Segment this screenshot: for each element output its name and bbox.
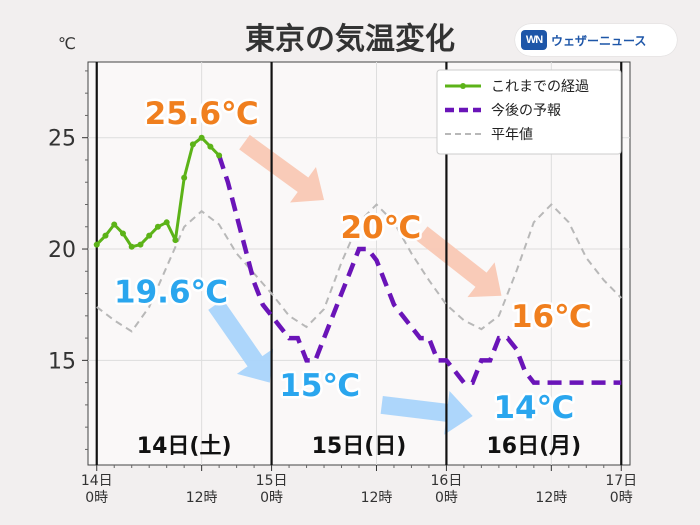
- forecast-line: [216, 154, 622, 385]
- trend-arrow: [208, 299, 274, 383]
- weathernews-logo: WN ウェザーニュース: [515, 24, 677, 56]
- observed-point: [128, 243, 135, 250]
- observed-point: [216, 152, 223, 159]
- y-tick-label: 15: [48, 349, 76, 374]
- legend-label: 今後の予報: [491, 103, 561, 119]
- trend-arrow: [239, 134, 325, 203]
- x-tick-label: 0時: [435, 490, 458, 506]
- x-tick-label: 15日: [256, 473, 288, 489]
- observed-point: [102, 232, 109, 239]
- x-tick-label: 16日: [431, 473, 463, 489]
- x-tick-label: 12時: [361, 490, 393, 506]
- normal-temperature-line: [96, 203, 623, 333]
- day-label: 14日(土): [137, 434, 232, 459]
- chart-title: 東京の気温変化: [245, 22, 455, 57]
- observed-point: [146, 232, 153, 239]
- y-unit-label: ℃: [58, 34, 76, 53]
- observed-point: [172, 237, 179, 244]
- day-label: 16日(月): [486, 434, 581, 459]
- temperature-annotation: 14℃: [493, 390, 574, 426]
- observed-point: [207, 143, 214, 150]
- x-tick-label: 0時: [85, 490, 108, 506]
- legend-box: [436, 69, 622, 155]
- x-tick-label: 12時: [186, 490, 218, 506]
- temperature-annotations: 25.6℃ 19.6℃ 20℃ 15℃ 16℃ 14℃: [112, 94, 595, 429]
- logo-text: ウェザーニュース: [551, 33, 647, 48]
- x-tick-label: 12時: [535, 490, 567, 506]
- temperature-annotation: 15℃: [279, 368, 360, 404]
- x-tick-label: 14日: [81, 473, 113, 489]
- observed-point: [154, 223, 161, 230]
- temperature-annotation: 20℃: [341, 210, 422, 246]
- day-label: 15日(日): [312, 434, 407, 459]
- observed-point: [137, 241, 144, 248]
- observed-point: [93, 241, 100, 248]
- temperature-annotation: 16℃: [511, 299, 592, 335]
- trend-arrow: [416, 226, 502, 298]
- logo-mark-icon: WN: [521, 30, 547, 50]
- trend-arrows: [208, 134, 502, 435]
- y-tick-label: 20: [48, 238, 76, 263]
- legend-label: 平年値: [491, 127, 533, 143]
- x-tick-label: 0時: [610, 490, 633, 506]
- y-tick-label: 25: [48, 127, 76, 152]
- temperature-annotation: 19.6℃: [114, 274, 228, 310]
- observed-point: [198, 134, 205, 141]
- observed-point: [181, 174, 188, 181]
- temperature-annotation: 25.6℃: [145, 96, 259, 132]
- trend-arrow: [380, 391, 473, 435]
- x-tick-label: 17日: [605, 473, 637, 489]
- series-lines: [93, 134, 623, 385]
- day-labels: 14日(土) 15日(日) 16日(月): [137, 434, 581, 459]
- legend-marker: [460, 83, 466, 89]
- observed-point: [119, 230, 126, 237]
- observed-point: [163, 219, 170, 226]
- x-tick-label: 0時: [260, 490, 283, 506]
- legend-label: これまでの経過: [491, 79, 589, 95]
- observed-point: [111, 221, 118, 228]
- observed-point: [189, 141, 196, 148]
